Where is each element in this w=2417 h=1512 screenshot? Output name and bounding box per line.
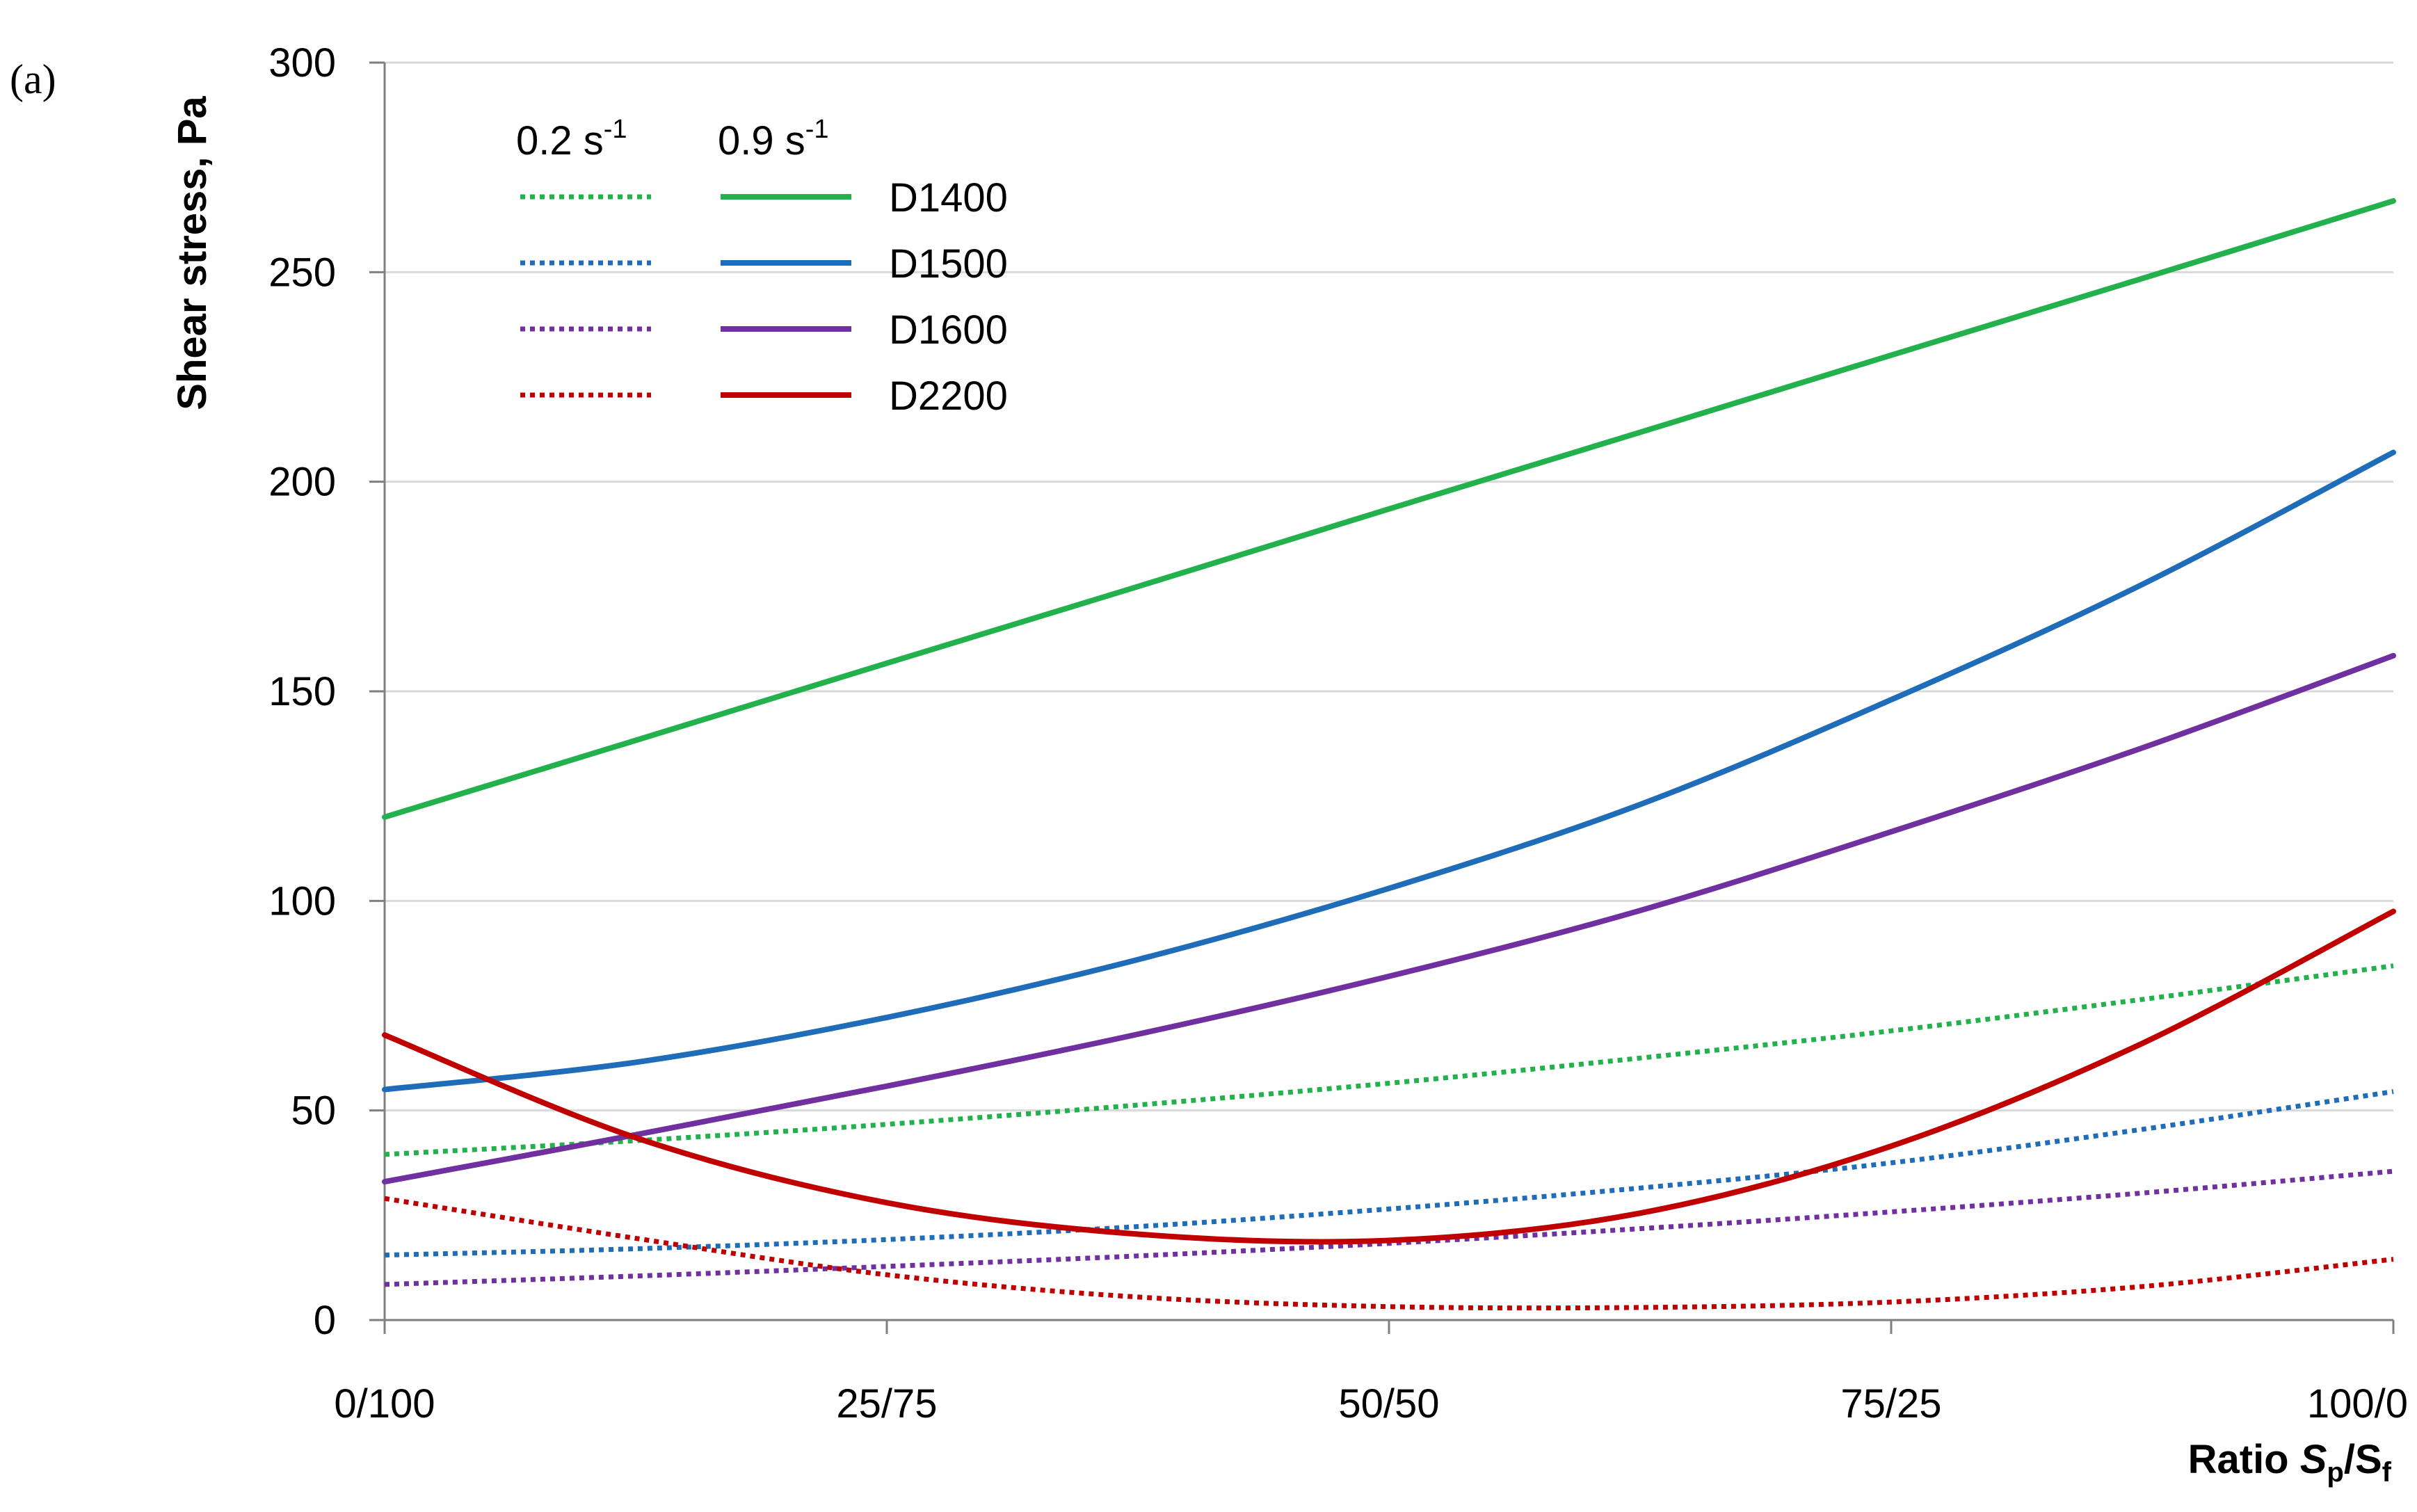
x-tick-label: 25/75 (836, 1381, 937, 1426)
data-series (382, 198, 2396, 1311)
series-line-d1600-solid (382, 652, 2396, 1185)
legend-label-d1600: D1600 (889, 307, 1008, 353)
x-axis-title-s1-sub: p (2327, 1457, 2343, 1488)
series-line-d1600-dotted (384, 1168, 2394, 1287)
legend-header-0.2: 0.2 s-1 (516, 115, 627, 163)
series-line-d1400-dotted (384, 963, 2394, 1157)
x-tick-label: 0/100 (334, 1381, 435, 1426)
y-tick-label: 150 (268, 669, 336, 714)
legend-header-0.9-sup: -1 (805, 115, 829, 144)
x-tick-label: 50/50 (1338, 1381, 1439, 1426)
panel-label: (a) (10, 56, 56, 102)
axes (369, 61, 2395, 1334)
x-axis-title-s2: S (2355, 1437, 2382, 1482)
x-axis-title-s2-sub: f (2382, 1457, 2392, 1488)
legend-header-0.2-sup: -1 (604, 115, 627, 144)
series-line-d1500-solid (382, 449, 2396, 1093)
legend-label-d1400: D1400 (889, 175, 1008, 220)
x-tick-label: 75/25 (1840, 1381, 1941, 1426)
y-tick-label: 100 (268, 878, 336, 924)
legend-rows: D1400 D1500 D1600 D2200 (520, 175, 1008, 419)
y-tick-labels: 0 50 100 150 200 250 300 (268, 40, 336, 1343)
series-line-d2200-dotted (384, 1196, 2394, 1311)
y-axis-title: Shear stress, Pa (170, 96, 215, 410)
y-tick-label: 300 (268, 40, 336, 86)
gridlines (385, 61, 2393, 1112)
series-line-d1500-dotted (384, 1089, 2394, 1258)
x-tick-labels: 0/100 25/75 50/50 75/25 100/0 (334, 1381, 2408, 1426)
x-axis-title-s1: S (2300, 1437, 2327, 1482)
series-line-d2200-solid (382, 908, 2396, 1245)
x-tick-label: 100/0 (2307, 1381, 2408, 1426)
y-tick-label: 50 (291, 1088, 336, 1134)
x-axis-title-slash: / (2344, 1437, 2355, 1482)
x-axis-title-prefix: Ratio (2188, 1437, 2300, 1482)
y-tick-label: 200 (268, 460, 336, 505)
legend-label-d1500: D1500 (889, 241, 1008, 287)
legend-header-0.9-text: 0.9 s (718, 118, 805, 163)
legend-label-d2200: D2200 (889, 373, 1008, 419)
series-line-d1400-solid (382, 198, 2396, 820)
y-tick-label: 250 (268, 250, 336, 295)
legend-header-0.2-text: 0.2 s (516, 118, 604, 163)
x-axis-title: Ratio Sp/Sf (2188, 1437, 2392, 1488)
legend-header-0.9: 0.9 s-1 (718, 115, 829, 163)
y-tick-label: 0 (314, 1298, 336, 1343)
